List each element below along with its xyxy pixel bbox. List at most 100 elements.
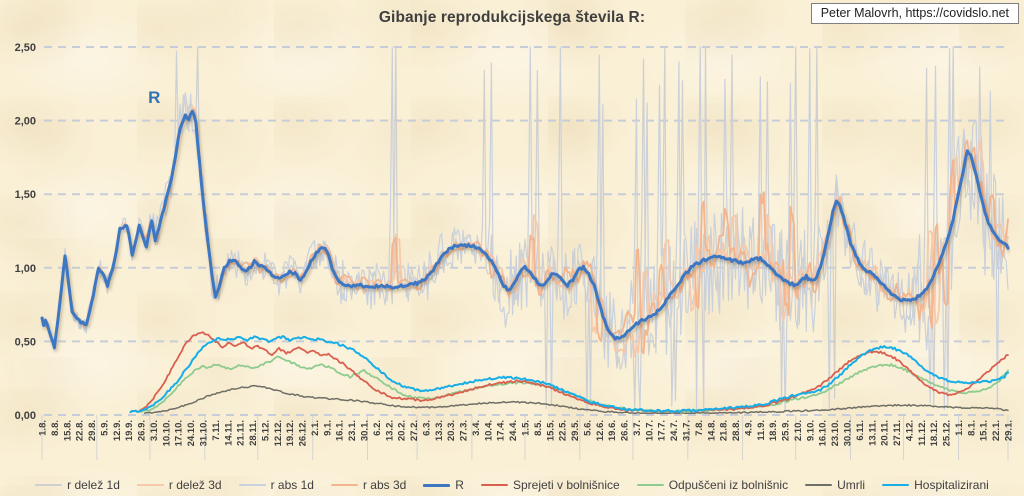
x-axis-tick-label: 23.10. xyxy=(830,420,841,446)
x-axis-tick-label: 29.8. xyxy=(87,420,98,441)
x-axis-tick-label: 19.6. xyxy=(607,420,618,441)
x-axis-tick-label: 20.2. xyxy=(397,420,408,441)
x-axis-tick-label: 8.1. xyxy=(966,420,977,436)
legend-swatch-hospitalizirani xyxy=(882,484,910,486)
x-axis-tick-label: 16.1. xyxy=(335,420,346,441)
x-axis-tick-label: 17.4. xyxy=(496,420,507,441)
series-r-abs-3d-line xyxy=(41,108,1009,355)
legend-swatch-sprejeti xyxy=(480,484,508,486)
x-axis-tick-label: 31.7. xyxy=(682,420,693,441)
legend-item-R: R xyxy=(423,478,464,492)
series-umrli-line xyxy=(143,384,1009,414)
x-axis-tick-label: 10.7. xyxy=(644,420,655,441)
legend-swatch-r-abs-3d xyxy=(330,484,358,486)
x-axis-tick-label: 16.10. xyxy=(818,420,829,446)
legend-label-r-delez-3d: r delež 3d xyxy=(168,478,222,492)
x-axis-tick-label: 1.5. xyxy=(521,420,532,436)
legend-item-odpusceni: Odpuščeni iz bolnišnic xyxy=(636,478,789,492)
legend-label-r-abs-3d: r abs 3d xyxy=(362,478,407,492)
x-axis-tick-label: 14.11. xyxy=(223,420,234,446)
x-axis-tick-label: 29.5. xyxy=(570,420,581,441)
x-axis-tick-label: 15.1. xyxy=(979,420,990,441)
legend-swatch-odpusceni xyxy=(636,484,664,486)
x-axis-tick-label: 1.8. xyxy=(38,420,49,436)
x-axis-tick-label: 9.1. xyxy=(322,420,333,436)
y-axis-tick-label: 1,00 xyxy=(15,263,36,275)
x-axis-tick-label: 23.1. xyxy=(347,420,358,441)
x-axis-tick-label: 30.10. xyxy=(843,420,854,446)
x-axis-tick-label: 30.1. xyxy=(360,420,371,441)
x-axis-tick-label: 20.11. xyxy=(880,420,891,446)
legend-swatch-r-abs-1d xyxy=(238,484,266,486)
legend: r delež 1d r delež 3d r abs 1d r abs 3d R Spr… xyxy=(0,478,1024,492)
legend-item-umrli: Umrli xyxy=(805,478,865,492)
x-axis-tick-label: 8.5. xyxy=(533,420,544,436)
legend-label-r-delez-1d: r delež 1d xyxy=(67,478,120,492)
x-axis-tick-label: 2.1. xyxy=(310,420,321,436)
y-axis-tick-label: 0,00 xyxy=(15,410,36,422)
x-axis-tick-label: 24.10. xyxy=(186,420,197,446)
x-axis-tick-label: 22.8. xyxy=(75,420,86,441)
x-axis-tick-label: 3.7. xyxy=(632,420,643,436)
legend-label-hospitalizirani: Hospitalizirani xyxy=(914,478,989,492)
x-axis-tick-label: 27.2. xyxy=(409,420,420,441)
legend-item-sprejeti: Sprejeti v bolnišnice xyxy=(480,478,620,492)
x-axis-tick-label: 5.12. xyxy=(260,420,271,441)
x-axis-tick-label: 10.4. xyxy=(483,420,494,441)
y-axis-tick-label: 0,50 xyxy=(15,336,36,348)
x-axis-tick-label: 21.11. xyxy=(236,420,247,446)
series-hospitalizirani-line xyxy=(129,335,1009,414)
x-axis-tick-label: 29.1. xyxy=(1004,420,1015,441)
x-axis-tick-label: 21.8. xyxy=(719,420,730,441)
x-axis-tick-label: 25.12. xyxy=(942,420,953,446)
x-axis-tick-label: 7.11. xyxy=(211,420,222,441)
x-axis-tick-label: 26.12. xyxy=(298,420,309,446)
legend-label-umrli: Umrli xyxy=(837,478,866,492)
x-axis-tick-label: 6.3. xyxy=(421,420,432,436)
x-axis-tick-label: 4.9. xyxy=(743,420,754,436)
x-axis-tick-label: 22.1. xyxy=(991,420,1002,441)
x-axis-tick-label: 8.8. xyxy=(50,420,61,436)
legend-label-r-abs-1d: r abs 1d xyxy=(270,478,314,492)
x-axis-tick-label: 13.11. xyxy=(867,420,878,446)
x-axis-tick-label: 9.10. xyxy=(805,420,816,441)
x-axis-tick-label: 19.12. xyxy=(285,420,296,446)
credit-link[interactable]: Peter Malovrh, https://covidslo.net xyxy=(810,3,1019,24)
x-axis-tick-label: 12.9. xyxy=(112,420,123,441)
x-axis-tick-label: 7.8. xyxy=(694,420,705,436)
x-axis-tick-label: 13.3. xyxy=(434,420,445,441)
x-axis-tick-label: 14.8. xyxy=(706,420,717,441)
x-axis-tick-label: 28.11. xyxy=(248,420,259,446)
series-r-delez-3d-line xyxy=(41,105,1009,358)
x-axis-tick-label: 15.5. xyxy=(545,420,556,441)
x-axis-tick-label: 15.8. xyxy=(62,420,73,441)
legend-label-odpusceni: Odpuščeni iz bolnišnic xyxy=(668,478,789,492)
x-axis-tick-label: 26.6. xyxy=(620,420,631,441)
series-r-abs-1d-line xyxy=(41,46,1009,413)
legend-swatch-umrli xyxy=(805,484,833,486)
r-annotation-label: R xyxy=(148,88,160,107)
x-axis-tick-label: 18.12. xyxy=(929,420,940,446)
x-axis-tick-label: 27.11. xyxy=(892,420,903,446)
x-axis-tick-label: 6.11. xyxy=(855,420,866,441)
y-axis-tick-label: 2,00 xyxy=(15,116,36,128)
x-axis-tick-label: 24.4. xyxy=(508,420,519,441)
x-axis-tick-label: 17.7. xyxy=(657,420,668,441)
legend-swatch-r-delez-3d xyxy=(136,484,164,486)
x-axis-tick-label: 19.9. xyxy=(124,420,135,441)
legend-item-r-delez-3d: r delež 3d xyxy=(136,478,222,492)
x-axis-tick-label: 10.10. xyxy=(161,420,172,446)
x-axis-tick-label: 3.4. xyxy=(471,420,482,436)
x-axis-tick-label: 5.9. xyxy=(99,420,110,436)
x-axis-tick-label: 6.2. xyxy=(372,420,383,436)
legend-label-R: R xyxy=(455,478,464,492)
y-axis-tick-label: 2,50 xyxy=(15,42,36,54)
legend-label-sprejeti: Sprejeti v bolnišnice xyxy=(512,478,620,492)
x-axis-tick-label: 11.12. xyxy=(917,420,928,446)
chart-title: Gibanje reprodukcijskega števila R: xyxy=(378,9,646,26)
x-axis-tick-label: 24.7. xyxy=(669,420,680,441)
x-axis-tick-label: 28.8. xyxy=(731,420,742,441)
series-R-line xyxy=(40,109,1010,350)
